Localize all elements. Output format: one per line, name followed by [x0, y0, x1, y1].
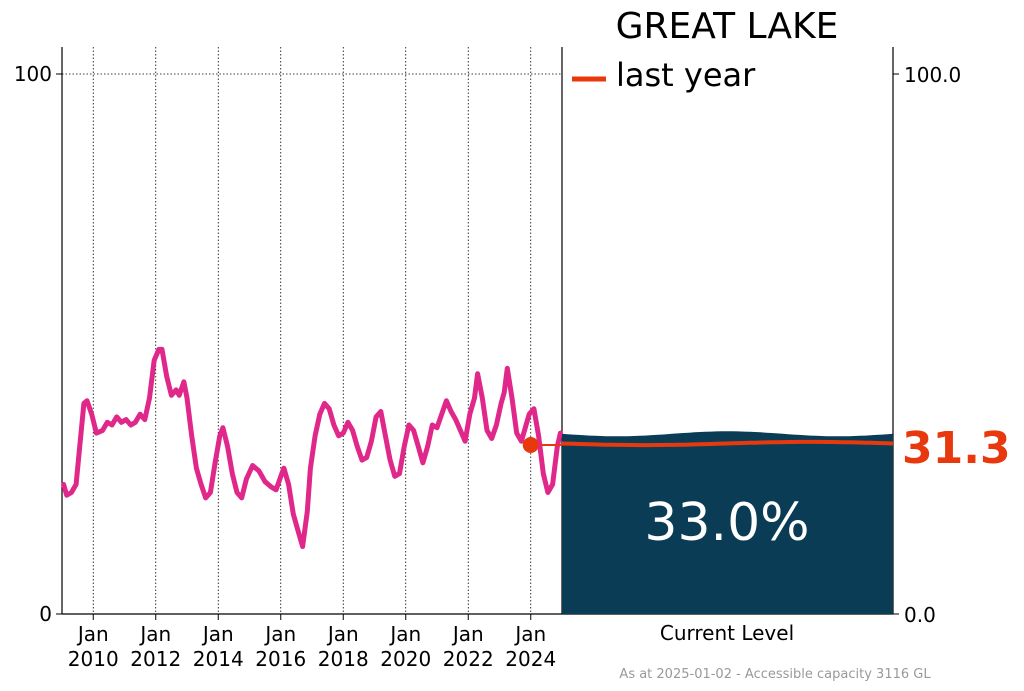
chart-title: GREAT LAKE: [616, 6, 839, 47]
x-tick-label: 2012: [130, 647, 181, 671]
right-axis-ticks: 0.0 100.0: [893, 63, 961, 627]
current-level-fill: [562, 433, 893, 614]
x-tick-label: 2022: [443, 647, 494, 671]
x-tick-label: Jan: [513, 622, 546, 646]
last-year-marker: [522, 436, 539, 453]
x-tick-label: 2024: [505, 647, 556, 671]
right-tick-label: 0.0: [904, 603, 936, 627]
x-tick-label: Jan: [263, 622, 296, 646]
chart-grid: [62, 47, 562, 614]
x-tick-label: Jan: [388, 622, 421, 646]
x-tick-label: Jan: [138, 622, 171, 646]
current-level-percent: 33.0%: [644, 493, 809, 553]
footer-note: As at 2025-01-02 - Accessible capacity 3…: [619, 667, 931, 682]
x-tick-label: Jan: [326, 622, 359, 646]
left-axis-ticks: 0 100: [14, 62, 62, 626]
legend-label: last year: [616, 56, 756, 94]
x-tick-label: 2014: [193, 647, 244, 671]
x-tick-label: 2018: [318, 647, 369, 671]
storage-series-line: [61, 346, 563, 549]
x-tick-label: 2020: [380, 647, 431, 671]
right-tick-label: 100.0: [904, 63, 961, 87]
last-year-level-line: [561, 439, 894, 448]
x-axis-ticks: Jan2010Jan2012Jan2014Jan2016Jan2018Jan20…: [68, 614, 556, 671]
x-tick-label: Jan: [76, 622, 109, 646]
y-tick-label: 0: [39, 602, 52, 626]
current-level-label: Current Level: [660, 621, 794, 645]
last-year-value-label: 31.3: [902, 423, 1011, 474]
y-tick-label: 100: [14, 62, 52, 86]
x-tick-label: 2016: [255, 647, 306, 671]
current-level-wave: [561, 431, 894, 441]
x-tick-label: Jan: [451, 622, 484, 646]
x-tick-label: 2010: [68, 647, 119, 671]
x-tick-label: Jan: [201, 622, 234, 646]
